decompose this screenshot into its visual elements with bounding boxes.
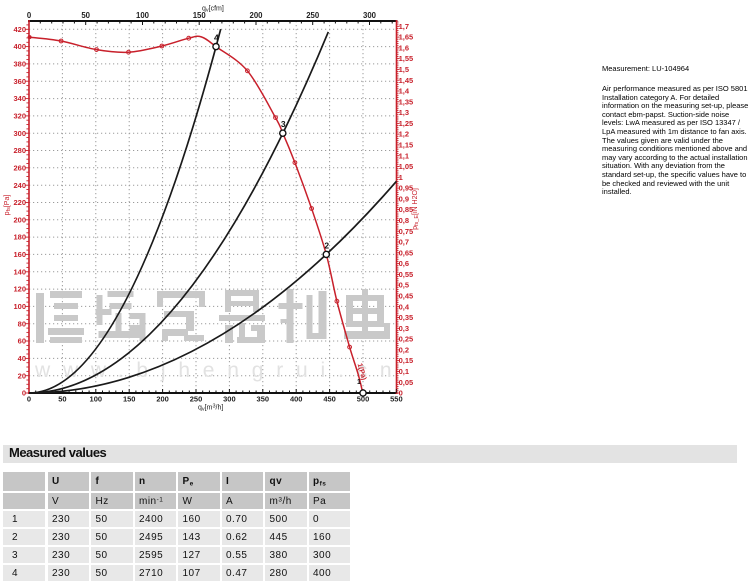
svg-text:0,2: 0,2: [399, 346, 409, 355]
svg-text:550: 550: [390, 395, 403, 404]
svg-text:200: 200: [156, 395, 169, 404]
svg-text:pfs_E[iN H2O]: pfs_E[iN H2O]: [412, 188, 420, 230]
svg-text:0,35: 0,35: [399, 313, 414, 322]
svg-text:0,15: 0,15: [399, 356, 414, 365]
svg-text:0,4: 0,4: [399, 302, 410, 311]
svg-text:0,3: 0,3: [399, 324, 409, 333]
svg-text:pfs[Pa]: pfs[Pa]: [4, 195, 12, 216]
svg-text:180: 180: [13, 233, 26, 242]
svg-text:1,7: 1,7: [399, 22, 409, 31]
svg-text:0,1: 0,1: [399, 367, 409, 376]
svg-text:200: 200: [249, 11, 263, 20]
svg-text:0,5: 0,5: [399, 281, 409, 290]
svg-text:100: 100: [90, 395, 103, 404]
svg-text:1,2: 1,2: [399, 130, 409, 139]
svg-text:300: 300: [13, 129, 26, 138]
svg-text:340: 340: [13, 94, 26, 103]
svg-text:1: 1: [399, 173, 403, 182]
svg-text:0: 0: [27, 395, 31, 404]
svg-text:0,65: 0,65: [399, 248, 414, 257]
svg-text:1,35: 1,35: [399, 97, 414, 106]
svg-text:1(Pa): 1(Pa): [356, 363, 367, 381]
svg-text:0,55: 0,55: [399, 270, 414, 279]
svg-text:0: 0: [399, 389, 403, 398]
svg-text:0: 0: [22, 389, 26, 398]
svg-text:400: 400: [13, 42, 26, 51]
svg-text:qv[cfm]: qv[cfm]: [202, 6, 224, 14]
svg-text:1,15: 1,15: [399, 141, 414, 150]
svg-text:www.bjhengrui.cn: www.bjhengrui.cn: [34, 359, 404, 382]
svg-text:0,05: 0,05: [399, 378, 414, 387]
svg-text:1,1: 1,1: [399, 151, 409, 160]
svg-text:50: 50: [58, 395, 66, 404]
svg-text:150: 150: [123, 395, 136, 404]
svg-text:1,6: 1,6: [399, 44, 409, 53]
svg-text:50: 50: [81, 11, 90, 20]
svg-text:400: 400: [290, 395, 303, 404]
svg-text:1,3: 1,3: [399, 108, 409, 117]
svg-text:1,4: 1,4: [399, 87, 410, 96]
svg-text:300: 300: [363, 11, 377, 20]
svg-text:1,55: 1,55: [399, 54, 414, 63]
svg-text:200: 200: [13, 215, 26, 224]
svg-text:0: 0: [27, 11, 32, 20]
svg-text:1,25: 1,25: [399, 119, 414, 128]
svg-text:100: 100: [13, 302, 26, 311]
svg-text:0,95: 0,95: [399, 184, 414, 193]
svg-text:0,7: 0,7: [399, 238, 409, 247]
svg-text:320: 320: [13, 112, 26, 121]
svg-text:220: 220: [13, 198, 26, 207]
svg-text:350: 350: [257, 395, 270, 404]
svg-text:140: 140: [13, 267, 26, 276]
svg-text:0,25: 0,25: [399, 335, 414, 344]
svg-text:0,45: 0,45: [399, 292, 414, 301]
svg-text:360: 360: [13, 77, 26, 86]
svg-text:300: 300: [223, 395, 236, 404]
svg-text:260: 260: [13, 163, 26, 172]
svg-text:250: 250: [190, 395, 203, 404]
svg-text:500: 500: [357, 395, 370, 404]
svg-text:0,75: 0,75: [399, 227, 414, 236]
svg-text:40: 40: [18, 354, 26, 363]
svg-text:1,45: 1,45: [399, 76, 414, 85]
svg-text:1,05: 1,05: [399, 162, 414, 171]
svg-text:4: 4: [214, 33, 219, 43]
svg-text:60: 60: [18, 337, 26, 346]
svg-text:1,65: 1,65: [399, 33, 414, 42]
svg-text:420: 420: [13, 25, 26, 34]
svg-text:240: 240: [13, 181, 26, 190]
svg-text:80: 80: [18, 319, 26, 328]
svg-text:120: 120: [13, 285, 26, 294]
svg-text:0,85: 0,85: [399, 205, 414, 214]
svg-text:1,5: 1,5: [399, 65, 409, 74]
svg-text:qv[m3/h]: qv[m3/h]: [198, 404, 223, 413]
svg-text:2: 2: [324, 240, 329, 250]
svg-text:100: 100: [136, 11, 150, 20]
svg-text:1: 1: [357, 379, 361, 386]
svg-text:20: 20: [18, 371, 26, 380]
svg-text:450: 450: [323, 395, 336, 404]
svg-text:0,6: 0,6: [399, 259, 409, 268]
svg-text:380: 380: [13, 60, 26, 69]
svg-text:150: 150: [193, 11, 207, 20]
svg-text:0,8: 0,8: [399, 216, 409, 225]
svg-text:3: 3: [281, 119, 286, 129]
svg-text:160: 160: [13, 250, 26, 259]
svg-text:0,9: 0,9: [399, 195, 409, 204]
svg-text:280: 280: [13, 146, 26, 155]
svg-text:250: 250: [306, 11, 320, 20]
